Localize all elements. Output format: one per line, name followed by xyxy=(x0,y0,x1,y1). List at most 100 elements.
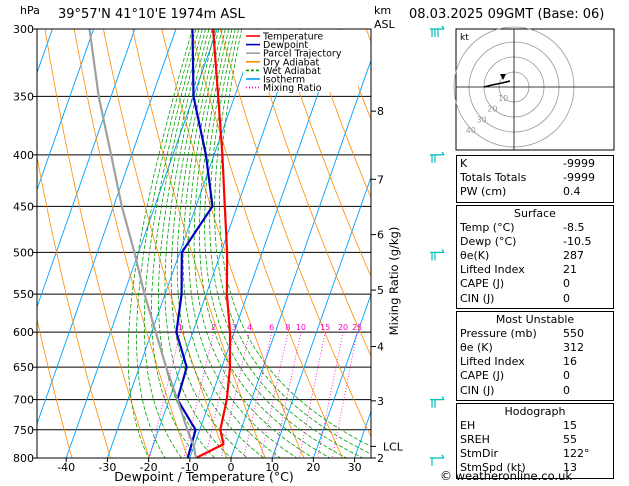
stat-row: StmDir 122° xyxy=(460,447,590,461)
stat-row: CIN (J) 0 xyxy=(460,291,570,305)
altitude-tick-label: 5 xyxy=(377,284,384,297)
mixing-ratio-label: 1 xyxy=(178,323,183,332)
mixing-ratio-line xyxy=(273,332,302,458)
wet-adiabat-line xyxy=(127,29,193,458)
hodograph-ring-label: 40 xyxy=(466,126,476,135)
wind-barb xyxy=(430,25,445,37)
wet-adiabat-line xyxy=(164,29,232,458)
temperature-tick-label: 10 xyxy=(265,461,279,474)
isotherm-line xyxy=(271,175,371,458)
isotherm-line xyxy=(37,29,136,309)
pressure-tick-label: 450 xyxy=(13,200,34,213)
pressure-tick-label: 550 xyxy=(13,288,34,301)
dewpoint-profile xyxy=(175,29,214,458)
stat-row: SREH 55 xyxy=(460,433,577,447)
wind-barb xyxy=(430,249,445,261)
wet-adiabat-line xyxy=(209,29,363,458)
wet-adiabat-line xyxy=(176,29,265,458)
isotherm-line xyxy=(106,29,259,458)
dry-adiabat-line xyxy=(161,29,305,458)
mixing-ratio-line xyxy=(317,332,344,458)
pressure-tick-label: 400 xyxy=(13,149,34,162)
pressure-tick-label: 700 xyxy=(13,394,34,407)
stat-row: Pressure (mb) 550 xyxy=(460,326,584,340)
mixing-ratio-line xyxy=(183,332,215,458)
isotherm-line xyxy=(148,29,301,458)
mixing-ratio-line xyxy=(243,332,273,458)
legend-label: Dewpoint xyxy=(263,40,308,51)
stat-row-k: K -9999 xyxy=(460,157,595,170)
pressure-tick-label: 350 xyxy=(13,90,34,103)
altitude-tick-label: 4 xyxy=(377,341,384,354)
footer-credit[interactable]: © weatheronline.co.uk xyxy=(440,469,572,483)
legend-background xyxy=(243,30,358,92)
pressure-tick-label: 500 xyxy=(13,246,34,259)
surface-box: Surface Temp (°C) -8.5 Dewp (°C) -10.5 θe(… xyxy=(456,204,614,309)
altitude-tick-label: 3 xyxy=(377,395,384,408)
stat-row: Temp (°C) -8.5 xyxy=(460,220,585,234)
stat-row: Lifted Index 21 xyxy=(460,263,577,277)
legend-label: Dry Adiabat xyxy=(263,57,320,68)
wet-adiabat-line xyxy=(151,29,203,458)
pressure-unit-label: hPa xyxy=(20,4,40,17)
legend-label: Temperature xyxy=(262,32,323,43)
dry-adiabat-line xyxy=(37,154,111,458)
mixing-ratio-line xyxy=(220,332,250,458)
wet-adiabat-line xyxy=(193,29,314,458)
hodograph-ring-label: 10 xyxy=(498,94,508,103)
plot-frame xyxy=(36,28,372,459)
pressure-tick-label: 300 xyxy=(13,23,34,36)
wind-barb xyxy=(430,454,445,466)
mixing-ratio-label: 15 xyxy=(320,323,330,332)
hodograph-title: Hodograph xyxy=(504,404,566,418)
wet-adiabat-line xyxy=(158,29,215,458)
x-axis-label: Dewpoint / Temperature (°C) xyxy=(114,469,293,484)
mixing-ratio-label: 20 xyxy=(338,323,348,332)
dry-adiabat-line xyxy=(132,29,266,458)
stats-panel: K -9999 Totals Totals -9999 PW (cm) 0.4 Sur… xyxy=(456,155,614,481)
altitude-tick-label: 8 xyxy=(377,105,384,118)
stat-row: CIN (J) 0 xyxy=(460,383,570,397)
dry-adiabat-line xyxy=(103,29,227,458)
hodograph-frame xyxy=(455,28,615,151)
asl-label: ASL xyxy=(374,18,395,31)
mixing-ratio-line xyxy=(298,332,326,458)
wet-adiabat-line xyxy=(204,29,347,458)
stat-row: Dewp (°C) -10.5 xyxy=(460,234,592,248)
mixing-ratio-line xyxy=(204,332,235,458)
wet-adiabat-line xyxy=(214,29,371,455)
mixing-ratio-label: 8 xyxy=(285,323,290,332)
mixing-ratio-line xyxy=(331,332,358,458)
wet-adiabat-line xyxy=(188,29,298,458)
altitude-tick-label: 6 xyxy=(377,229,384,242)
stat-row: θe(K) 287 xyxy=(460,249,584,263)
wind-barb xyxy=(430,151,445,163)
lcl-label: LCL xyxy=(383,440,404,453)
altitude-tick-label: 7 xyxy=(377,173,384,186)
wind-barb xyxy=(430,396,445,408)
temperature-tick-label: -30 xyxy=(98,461,116,474)
isotherm-line xyxy=(189,29,342,458)
dry-adiabat-line xyxy=(44,29,150,458)
stat-row-totals: Totals Totals -9999 xyxy=(460,171,595,185)
dry-adiabat-line xyxy=(37,317,73,458)
most-unstable-box: Most Unstable Pressure (mb) 550 θe (K) 312… xyxy=(456,310,614,401)
mixing-ratio-axis-label: Mixing Ratio (g/kg) xyxy=(387,227,401,336)
site-link[interactable]: weatheronline.co.uk xyxy=(455,469,573,483)
surface-title: Surface xyxy=(514,206,556,220)
temperature-tick-label: -40 xyxy=(57,461,75,474)
mixing-ratio-line xyxy=(260,332,289,458)
temperature-tick-label: 20 xyxy=(306,461,320,474)
hodograph-unit-label: kt xyxy=(460,33,469,43)
legend-label: Wet Adiabat xyxy=(263,66,321,77)
wet-adiabat-line xyxy=(182,29,281,458)
stat-row: CAPE (J) 0 xyxy=(460,369,570,383)
isotherm-line xyxy=(0,29,11,458)
dry-adiabat-line xyxy=(219,29,371,438)
legend-label: Parcel Trajectory xyxy=(263,49,342,60)
stat-row-pw: PW (cm) 0.4 xyxy=(460,185,581,199)
mixing-ratio-label: 4 xyxy=(247,323,252,332)
mixing-ratio-label: 10 xyxy=(296,323,306,332)
copyright-icon: © xyxy=(440,469,452,483)
